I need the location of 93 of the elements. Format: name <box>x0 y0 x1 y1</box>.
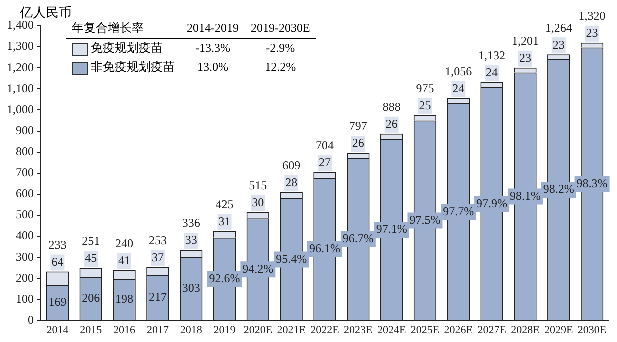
total-label: 1,056 <box>445 64 472 79</box>
data-label: 26 <box>386 116 398 131</box>
x-tick-label: 2030E <box>578 324 607 336</box>
annotation: 2019-2030E <box>245 19 316 38</box>
y-tick-label: 1,000 <box>7 102 34 116</box>
data-label: 23 <box>519 51 532 66</box>
annotation: 96.1% <box>310 242 340 256</box>
annotation: 98.3% <box>576 176 608 190</box>
data-label: 25 <box>419 98 432 113</box>
annotation: -2.9% <box>265 40 296 57</box>
annotation: 97.7% <box>443 204 474 218</box>
data-label: 45 <box>85 251 98 266</box>
legend-label: 非免疫规划疫苗 <box>90 59 176 76</box>
total-label: 1,201 <box>512 34 539 48</box>
total-label: 975 <box>416 82 434 96</box>
y-axis-title: 亿人民币 <box>20 4 72 21</box>
x-tick-label: 2021E <box>277 324 306 336</box>
annotation: 12.2% <box>264 59 298 76</box>
total-label: 425 <box>216 197 234 212</box>
total-label: 1,132 <box>478 48 506 63</box>
x-tick-label: 2018 <box>180 324 203 336</box>
x-tick-label: 2020E <box>244 324 273 336</box>
data-label: 24 <box>452 82 465 96</box>
x-tick-label: 2014 <box>46 324 70 336</box>
annotation: 13.0% <box>196 59 230 76</box>
y-tick-label: 100 <box>16 292 34 306</box>
data-label: 217 <box>148 290 167 304</box>
y-tick-label: 400 <box>16 228 34 243</box>
y-tick-label: 1,300 <box>7 39 34 54</box>
x-tick-label: 2025E <box>410 324 440 336</box>
y-tick-label: 800 <box>16 144 34 158</box>
annotation: 95.4% <box>276 252 308 266</box>
x-tick-label: 2024E <box>377 324 406 336</box>
data-label: 27 <box>319 156 331 170</box>
annotation: 97.9% <box>476 196 508 210</box>
y-tick-label: 700 <box>16 166 34 180</box>
y-tick-label: 300 <box>16 250 34 264</box>
annotation: 年复合增长率 <box>66 19 181 38</box>
total-label: 251 <box>82 234 100 248</box>
data-label: 33 <box>185 233 198 248</box>
y-tick-label: 500 <box>16 208 34 222</box>
total-label: 233 <box>48 238 67 252</box>
y-tick-label: 1,400 <box>7 18 34 32</box>
data-label: 28 <box>286 176 298 190</box>
x-tick-label: 2027E <box>478 324 507 336</box>
x-tick-label: 2028E <box>511 324 540 336</box>
total-label: 888 <box>382 100 401 114</box>
annotation: 96.7% <box>342 232 374 246</box>
y-tick-label: 200 <box>16 270 34 285</box>
data-label: 303 <box>182 280 200 295</box>
x-tick-label: 2016 <box>114 324 136 336</box>
x-tick-label: 2019 <box>214 324 236 336</box>
annotation: 2014-2019 <box>181 19 245 38</box>
annotation: 94.2% <box>242 262 274 276</box>
data-label: 64 <box>52 254 64 269</box>
data-label: 41 <box>118 254 131 268</box>
data-label: 206 <box>82 291 100 306</box>
data-label: 169 <box>48 294 67 309</box>
annotation: 97.1% <box>376 222 408 236</box>
y-tick-label: 900 <box>16 123 34 138</box>
annotation: 98.2% <box>543 182 574 196</box>
x-tick-label: 2023E <box>344 324 374 336</box>
total-label: 609 <box>282 158 301 173</box>
x-tick-label: 2029E <box>544 324 574 336</box>
annotation: 98.1% <box>510 188 541 203</box>
data-label: 23 <box>586 26 598 40</box>
total-label: 1,264 <box>545 20 572 35</box>
y-tick-label: 0 <box>28 312 34 327</box>
annotation: 92.6% <box>209 271 240 286</box>
data-label: 31 <box>218 214 231 228</box>
total-label: 704 <box>316 138 334 153</box>
x-tick-label: 2026E <box>444 324 474 336</box>
total-label: 1,320 <box>578 9 606 23</box>
total-label: 240 <box>116 236 134 251</box>
x-tick-label: 2015 <box>80 324 103 336</box>
annotation: -13.3% <box>194 40 232 57</box>
y-tick-label: 1,100 <box>7 81 34 96</box>
data-label: 23 <box>552 38 565 52</box>
total-label: 515 <box>249 178 268 193</box>
total-label: 336 <box>182 216 200 230</box>
data-label: 30 <box>252 196 264 210</box>
data-label: 24 <box>486 66 498 80</box>
annotation: 97.5% <box>410 212 441 227</box>
x-tick-label: 2022E <box>310 324 340 336</box>
data-label: 198 <box>116 292 134 306</box>
data-label: 26 <box>352 136 364 150</box>
legend-label: 免疫规划疫苗 <box>90 40 164 57</box>
y-tick-label: 1,200 <box>7 60 34 74</box>
x-tick-label: 2017 <box>146 324 170 336</box>
total-label: 797 <box>349 119 368 134</box>
data-label: 37 <box>152 250 164 264</box>
total-label: 253 <box>148 233 167 248</box>
y-tick-label: 600 <box>16 186 34 201</box>
